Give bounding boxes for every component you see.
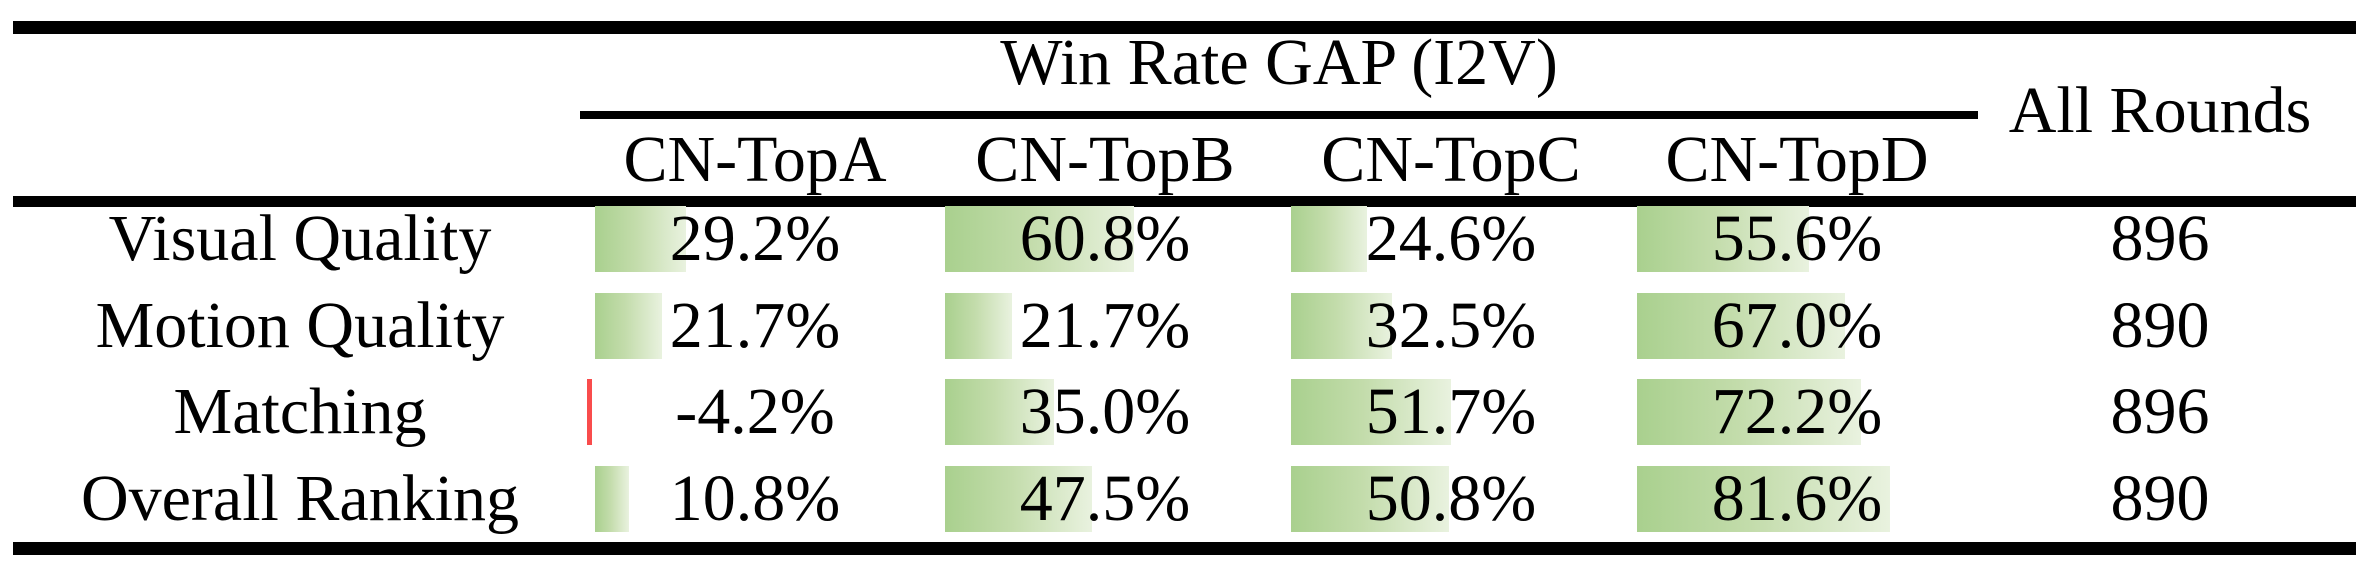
data-bar — [595, 293, 663, 359]
data-bar — [945, 379, 1054, 445]
cell-value: 50.8% — [1365, 462, 1537, 535]
data-cell: 67.0% — [1637, 293, 1957, 359]
row-label: Overall Ranking — [80, 462, 520, 535]
cell-value: 32.5% — [1365, 289, 1537, 362]
all-rounds-value: 896 — [2110, 375, 2210, 448]
cell-value: 72.2% — [1711, 375, 1883, 448]
data-bar-negative — [587, 379, 592, 445]
data-bar — [1291, 379, 1452, 445]
cell-value: 51.7% — [1365, 375, 1537, 448]
all-rounds-value: 890 — [2110, 289, 2210, 362]
column-header-cn-topb: CN-TopB — [975, 123, 1235, 196]
data-cell: 21.7% — [945, 293, 1265, 359]
column-header-cn-topa: CN-TopA — [623, 123, 887, 196]
data-bar — [945, 466, 1093, 532]
group-header-win-rate-gap: Win Rate GAP (I2V) — [1000, 26, 1558, 99]
data-bar — [1291, 293, 1392, 359]
cell-value: 21.7% — [1019, 289, 1191, 362]
column-header-all-rounds: All Rounds — [2008, 74, 2312, 147]
row-label: Visual Quality — [108, 202, 492, 275]
data-cell: 47.5% — [945, 466, 1265, 532]
data-cell: 51.7% — [1291, 379, 1611, 445]
data-cell: 81.6% — [1637, 466, 1957, 532]
data-bar — [1637, 206, 1810, 272]
table-top-rule — [13, 21, 2356, 34]
all-rounds-value: 890 — [2110, 462, 2210, 535]
data-bar — [1637, 293, 1845, 359]
data-bar — [1291, 466, 1449, 532]
data-bar — [1637, 466, 1890, 532]
data-cell: 10.8% — [595, 466, 915, 532]
table-bottom-rule — [13, 542, 2356, 555]
column-header-cn-topc: CN-TopC — [1321, 123, 1581, 196]
data-bar — [595, 466, 629, 532]
table-cmid-rule — [580, 111, 1978, 119]
cell-value: 29.2% — [669, 202, 841, 275]
data-cell: 21.7% — [595, 293, 915, 359]
data-cell: 55.6% — [1637, 206, 1957, 272]
data-bar — [1637, 379, 1861, 445]
data-bar — [1291, 206, 1368, 272]
table-mid-rule — [13, 196, 2356, 207]
table-row: Overall Ranking 10.8% 47.5% 50.8% 81.6% … — [0, 466, 2374, 532]
cell-value: 10.8% — [669, 462, 841, 535]
table-row: Visual Quality 29.2% 60.8% 24.6% 55.6% 8… — [0, 206, 2374, 272]
data-cell: -4.2% — [587, 375, 915, 448]
cell-value: -4.2% — [675, 375, 835, 448]
data-cell: 29.2% — [595, 206, 915, 272]
data-bar — [945, 293, 1013, 359]
cell-value: 35.0% — [1019, 375, 1191, 448]
column-header-cn-topd: CN-TopD — [1665, 123, 1929, 196]
cell-value: 24.6% — [1365, 202, 1537, 275]
data-bar — [595, 206, 686, 272]
row-label: Matching — [173, 375, 427, 448]
cell-value: 21.7% — [669, 289, 841, 362]
cell-value: 67.0% — [1711, 289, 1883, 362]
cell-value: 47.5% — [1019, 462, 1191, 535]
cell-value: 60.8% — [1019, 202, 1191, 275]
data-cell: 35.0% — [945, 379, 1265, 445]
data-cell: 72.2% — [1637, 379, 1957, 445]
all-rounds-value: 896 — [2110, 202, 2210, 275]
cell-value: 81.6% — [1711, 462, 1883, 535]
data-cell: 32.5% — [1291, 293, 1611, 359]
cell-value: 55.6% — [1711, 202, 1883, 275]
data-cell: 60.8% — [945, 206, 1265, 272]
data-cell: 24.6% — [1291, 206, 1611, 272]
data-bar — [945, 206, 1134, 272]
row-label: Motion Quality — [95, 289, 505, 362]
table-row: Motion Quality 21.7% 21.7% 32.5% 67.0% 8… — [0, 293, 2374, 359]
data-cell: 50.8% — [1291, 466, 1611, 532]
table-row: Matching -4.2% 35.0% 51.7% 72.2% 896 — [0, 379, 2374, 445]
